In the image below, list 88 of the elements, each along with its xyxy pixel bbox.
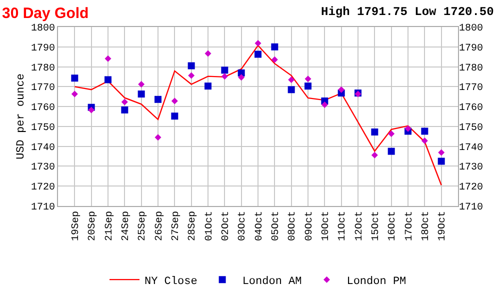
x-tick-label: 25Sep xyxy=(138,211,149,242)
y2-tick-label: 1780 xyxy=(459,63,484,74)
legend-label: London AM xyxy=(242,276,302,288)
point xyxy=(221,73,228,80)
point xyxy=(121,98,128,106)
x-tick-label: 28Sep xyxy=(188,211,199,242)
x-tick-label: 19Oct xyxy=(438,211,449,242)
point xyxy=(171,98,178,104)
x-tick-label: 01Oct xyxy=(204,211,216,242)
x-tick-label: 27Sep xyxy=(170,211,182,242)
point xyxy=(438,149,445,156)
y-tick-label: 1760 xyxy=(30,103,55,114)
x-tick-label: 12Oct xyxy=(354,211,366,242)
y-tick-label: 1790 xyxy=(30,43,55,54)
point xyxy=(421,138,428,144)
point xyxy=(138,81,145,88)
x-tick-label: 20Sep xyxy=(88,211,99,242)
y-axis-title: USD per ounce xyxy=(16,74,28,160)
point xyxy=(104,55,112,62)
x-tick-label: 04Oct xyxy=(254,211,266,242)
point xyxy=(71,90,78,98)
point xyxy=(388,148,395,155)
y-tick-label: 1750 xyxy=(30,122,55,134)
point xyxy=(254,50,262,58)
x-tick-label: 02Oct xyxy=(220,211,232,242)
point xyxy=(304,82,312,90)
point xyxy=(238,74,245,81)
point xyxy=(138,90,145,98)
point xyxy=(154,96,162,103)
legend-label: NY Close xyxy=(144,276,198,288)
point xyxy=(104,76,112,84)
y2-tick-label: 1740 xyxy=(459,142,484,154)
x-tick-label: 16Oct xyxy=(388,211,399,242)
x-tick-label: 03Oct xyxy=(238,211,249,242)
x-tick-label: 19Sep xyxy=(70,211,82,242)
point xyxy=(254,40,262,47)
legend-label: London PM xyxy=(346,276,406,288)
point xyxy=(438,158,445,165)
x-tick-label: 15Oct xyxy=(370,211,382,242)
point xyxy=(288,86,295,94)
y-tick-label: 1770 xyxy=(30,83,55,94)
point xyxy=(171,112,178,120)
point xyxy=(271,43,278,50)
point xyxy=(288,76,295,83)
point xyxy=(221,66,228,74)
chart-subtitle: High 1791.75 Low 1720.50 xyxy=(321,5,494,19)
y2-tick-label: 1710 xyxy=(459,202,484,214)
point xyxy=(371,128,378,136)
point xyxy=(188,62,195,70)
point xyxy=(388,130,395,138)
y-tick-label: 1720 xyxy=(30,182,55,194)
y2-tick-label: 1760 xyxy=(459,103,484,114)
point xyxy=(338,86,345,93)
x-tick-label: 09Oct xyxy=(304,211,316,242)
y-tick-label: 1740 xyxy=(30,142,55,154)
point xyxy=(404,125,412,132)
x-tick-label: 17Oct xyxy=(404,211,416,242)
y2-tick-label: 1800 xyxy=(459,24,484,34)
y-tick-label: 1800 xyxy=(30,24,55,34)
point xyxy=(71,74,78,82)
y2-tick-label: 1790 xyxy=(459,43,484,54)
y2-tick-label: 1770 xyxy=(459,83,484,94)
point xyxy=(321,102,328,108)
point xyxy=(88,106,95,114)
point xyxy=(204,82,212,90)
y2-tick-label: 1730 xyxy=(459,162,484,174)
point xyxy=(304,76,312,82)
point xyxy=(188,72,195,79)
x-tick-label: 05Oct xyxy=(270,211,282,242)
point xyxy=(371,152,378,158)
point xyxy=(121,106,128,114)
y-tick-label: 1780 xyxy=(30,63,55,74)
y2-tick-label: 1750 xyxy=(459,122,484,134)
x-tick-label: 10Oct xyxy=(320,211,332,242)
x-tick-label: 24Sep xyxy=(120,211,132,242)
point xyxy=(154,134,162,141)
y-tick-label: 1730 xyxy=(30,162,55,174)
x-tick-label: 11Oct xyxy=(338,211,349,242)
point xyxy=(204,50,212,57)
x-tick-label: 21Sep xyxy=(104,211,116,242)
point xyxy=(421,128,428,135)
x-tick-label: 18Oct xyxy=(420,211,432,242)
x-tick-label: 08Oct xyxy=(288,211,299,242)
point xyxy=(271,56,278,63)
y-tick-label: 1710 xyxy=(30,202,55,214)
x-tick-label: 26Sep xyxy=(154,211,166,242)
y2-tick-label: 1720 xyxy=(459,182,484,194)
chart-title: 30 Day Gold xyxy=(2,5,89,22)
